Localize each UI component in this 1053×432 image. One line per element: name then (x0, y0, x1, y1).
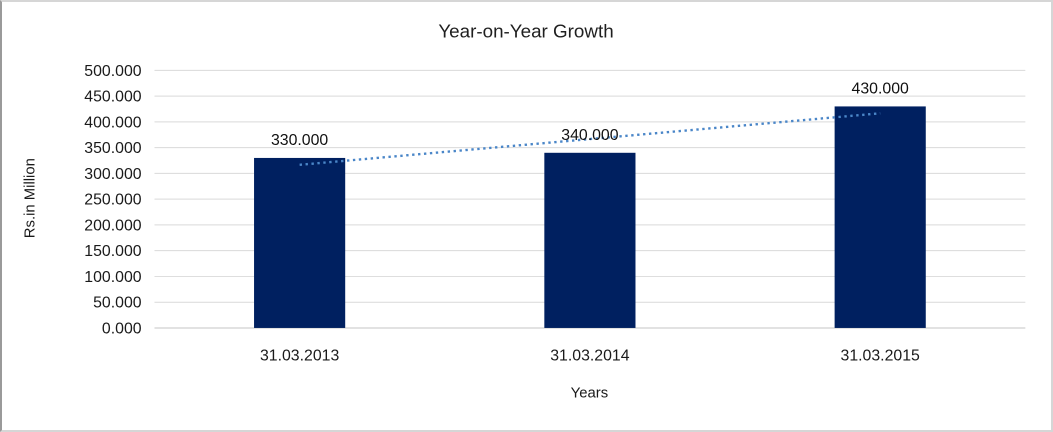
bars (254, 106, 926, 328)
x-tick-label: 31.03.2015 (841, 348, 920, 365)
labels: 0.000 50.000 100.000 150.000 200.000 250.000 3… (84, 63, 920, 365)
x-axis-title: Years (571, 385, 608, 401)
bar-31.03.2015 (834, 106, 926, 328)
y-tick-label: 250.000 (84, 192, 141, 209)
y-tick-label: 450.000 (84, 89, 141, 106)
y-axis-title: Rs.in Million (23, 158, 39, 238)
y-tick-label: 200.000 (84, 217, 141, 234)
bar-31.03.2013 (254, 157, 346, 328)
y-tick-label: 500.000 (84, 63, 141, 80)
y-tick-label: 0.000 (102, 320, 142, 337)
data-label: 330.000 (271, 132, 328, 149)
y-tick-label: 150.000 (84, 243, 141, 260)
y-tick-label: 300.000 (84, 166, 141, 183)
y-tick-label: 100.000 (84, 269, 141, 286)
data-label: 430.000 (852, 81, 909, 98)
y-tick-label: 50.000 (93, 295, 142, 312)
x-tick-label: 31.03.2014 (550, 348, 629, 365)
y-tick-label: 400.000 (84, 114, 141, 131)
trendline-dotted (299, 112, 881, 166)
x-tick-label: 31.03.2013 (260, 348, 339, 365)
bar-31.03.2014 (544, 152, 636, 328)
chart-title: Year-on-Year Growth (438, 21, 613, 42)
y-tick-label: 350.000 (84, 140, 141, 157)
trendline (299, 112, 881, 166)
data-label: 340.000 (561, 127, 618, 144)
